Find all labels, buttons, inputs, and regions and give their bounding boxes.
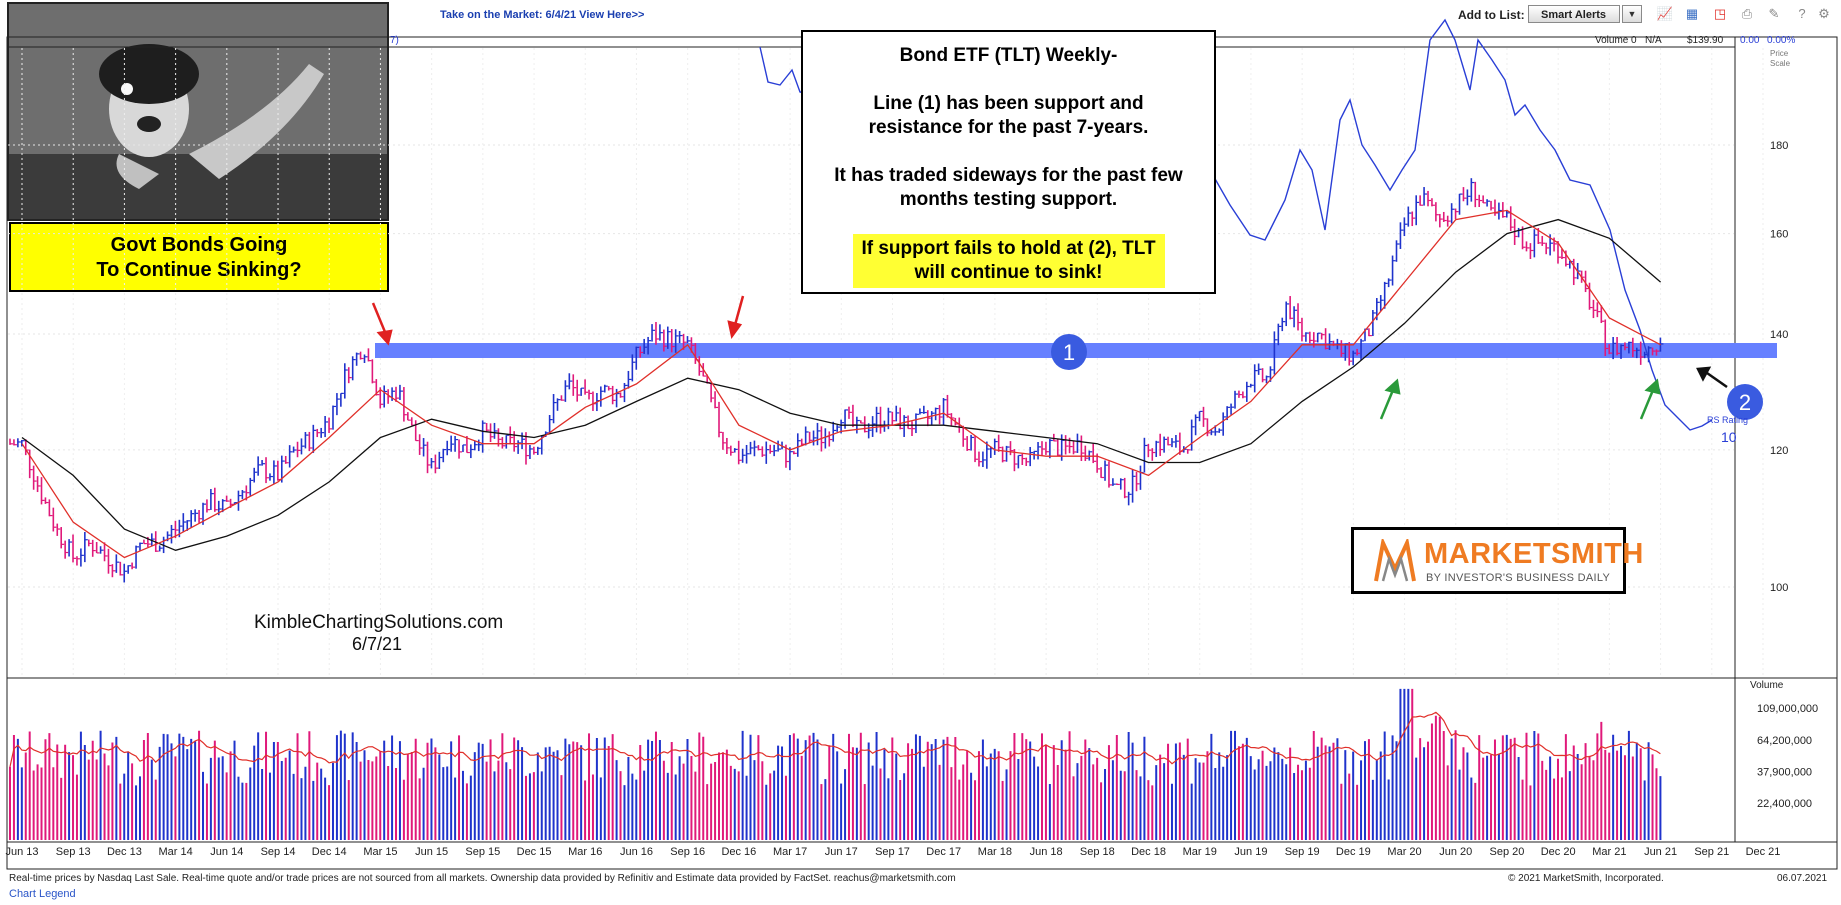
- arrow-black: [1696, 366, 1728, 389]
- y-tick-label: 140: [1770, 329, 1788, 341]
- list-select[interactable]: Smart Alerts: [1528, 5, 1620, 23]
- line-chart-icon[interactable]: 📈: [1656, 6, 1674, 21]
- x-tick-label: Jun 16: [620, 846, 653, 858]
- volume-tick-label: 22,400,000: [1757, 798, 1812, 810]
- chart-icon[interactable]: ◳: [1713, 6, 1727, 21]
- x-tick-label: Mar 20: [1387, 846, 1421, 858]
- x-tick-label: Dec 18: [1131, 846, 1166, 858]
- grid-icon[interactable]: ▦: [1685, 6, 1699, 21]
- y-tick-label: 180: [1770, 140, 1788, 152]
- x-tick-label: Sep 17: [875, 846, 910, 858]
- line-1-marker-label: 1: [1063, 340, 1075, 365]
- x-tick-label: Dec 20: [1541, 846, 1576, 858]
- logo-name: MARKETSMITH: [1424, 538, 1644, 570]
- line-1-marker: [1051, 334, 1087, 370]
- x-tick-label: Sep 13: [56, 846, 91, 858]
- x-tick-label: Sep 20: [1490, 846, 1525, 858]
- volume-tick-label: 37,900,000: [1757, 766, 1812, 778]
- ma-long-line: [21, 218, 1662, 551]
- support-2-marker: [1727, 384, 1763, 420]
- x-tick-label: Dec 21: [1746, 846, 1781, 858]
- footer-date: 06.07.2021: [1777, 873, 1828, 884]
- x-tick-label: Dec 15: [517, 846, 552, 858]
- rs-line: [759, 18, 1713, 431]
- x-tick-label: Dec 19: [1336, 846, 1371, 858]
- add-to-list-label: Add to List:: [1458, 8, 1525, 22]
- watermark-date: 6/7/21: [352, 634, 403, 654]
- x-tick-label: Dec 17: [926, 846, 961, 858]
- arrow-green-1: [1379, 378, 1401, 420]
- info-price: $139.90: [1687, 35, 1724, 46]
- x-tick-label: Sep 21: [1694, 846, 1729, 858]
- x-tick-label: Jun 18: [1030, 846, 1063, 858]
- annotation-highlight: If support fails to hold at (2), TLT wil…: [852, 234, 1165, 288]
- marketsmith-mark-icon: [1374, 539, 1416, 582]
- x-tick-label: Jun 15: [415, 846, 448, 858]
- support-2-marker-label: 2: [1739, 390, 1751, 415]
- x-tick-label: Mar 14: [158, 846, 192, 858]
- y-tick-label: 100: [1770, 582, 1788, 594]
- arrow-red-2: [727, 295, 745, 339]
- y-tick-label: 160: [1770, 229, 1788, 241]
- marketsmith-logo: MARKETSMITH BY INVESTOR'S BUSINESS DAILY: [1351, 527, 1643, 594]
- x-tick-label: Dec 13: [107, 846, 142, 858]
- x-tick-label: Dec 16: [721, 846, 756, 858]
- price-scale-label-2: Scale: [1770, 59, 1791, 68]
- volume-tick-label: 64,200,000: [1757, 735, 1812, 747]
- x-tick-label: Jun 21: [1644, 846, 1677, 858]
- annotation-box: Bond ETF (TLT) Weekly- Line (1) has been…: [801, 30, 1216, 294]
- logo-tagline: BY INVESTOR'S BUSINESS DAILY: [1426, 572, 1611, 584]
- x-tick-label: Dec 14: [312, 846, 347, 858]
- volume-tick-label: 109,000,000: [1757, 703, 1818, 715]
- x-tick-label: Sep 14: [261, 846, 296, 858]
- info-partial-label: 7): [390, 35, 399, 46]
- x-tick-label: Jun 17: [825, 846, 858, 858]
- x-tick-label: Jun 13: [5, 846, 38, 858]
- x-tick-label: Mar 19: [1183, 846, 1217, 858]
- rs-rating-value: 10: [1721, 429, 1737, 445]
- x-tick-label: Mar 21: [1592, 846, 1626, 858]
- price-scale-label: Price: [1770, 49, 1789, 58]
- annotation-title: Bond ETF (TLT) Weekly-: [899, 45, 1118, 66]
- x-tick-label: Mar 17: [773, 846, 807, 858]
- tools-icon[interactable]: ✎: [1768, 6, 1780, 21]
- info-volume-value: 0: [1631, 35, 1637, 46]
- x-tick-label: Sep 15: [465, 846, 500, 858]
- promo-link[interactable]: Take on the Market: 6/4/21 View Here>>: [440, 9, 645, 21]
- chart-legend-link[interactable]: Chart Legend: [9, 888, 76, 900]
- footer-copyright: © 2021 MarketSmith, Incorporated.: [1508, 873, 1664, 884]
- volume-ma-line: [9, 711, 1661, 767]
- print-icon[interactable]: ⎙: [1741, 6, 1753, 21]
- x-tick-label: Mar 16: [568, 846, 602, 858]
- ma-short-line: [21, 209, 1661, 559]
- settings-icon[interactable]: ⚙: [1818, 6, 1830, 21]
- x-tick-label: Jun 14: [210, 846, 243, 858]
- info-na: N/A: [1645, 35, 1662, 46]
- info-change: 0.00: [1740, 35, 1760, 46]
- arrow-green-2: [1639, 378, 1661, 420]
- info-change-pct: 0.00%: [1767, 35, 1795, 46]
- volume-axis-label: Volume: [1750, 680, 1784, 691]
- help-icon[interactable]: ?: [1798, 6, 1806, 21]
- x-tick-label: Sep 16: [670, 846, 705, 858]
- info-volume-label: Volume: [1595, 35, 1629, 46]
- x-tick-label: Sep 18: [1080, 846, 1115, 858]
- footer-disclaimer: Real-time prices by Nasdaq Last Sale. Re…: [9, 873, 956, 884]
- site-watermark: KimbleChartingSolutions.com: [254, 612, 504, 633]
- annotation-para-1: Line (1) has been support and resistance…: [868, 93, 1149, 138]
- x-tick-label: Jun 19: [1234, 846, 1267, 858]
- x-tick-label: Jun 20: [1439, 846, 1472, 858]
- arrow-red-1: [371, 302, 393, 346]
- y-tick-label: 120: [1770, 445, 1788, 457]
- chevron-down-icon[interactable]: ▼: [1622, 5, 1642, 23]
- annotation-para-2: It has traded sideways for the past few …: [834, 165, 1183, 210]
- rs-rating-label: RS Rating: [1707, 415, 1748, 425]
- x-tick-label: Mar 18: [978, 846, 1012, 858]
- x-tick-label: Sep 19: [1285, 846, 1320, 858]
- x-tick-label: Mar 15: [363, 846, 397, 858]
